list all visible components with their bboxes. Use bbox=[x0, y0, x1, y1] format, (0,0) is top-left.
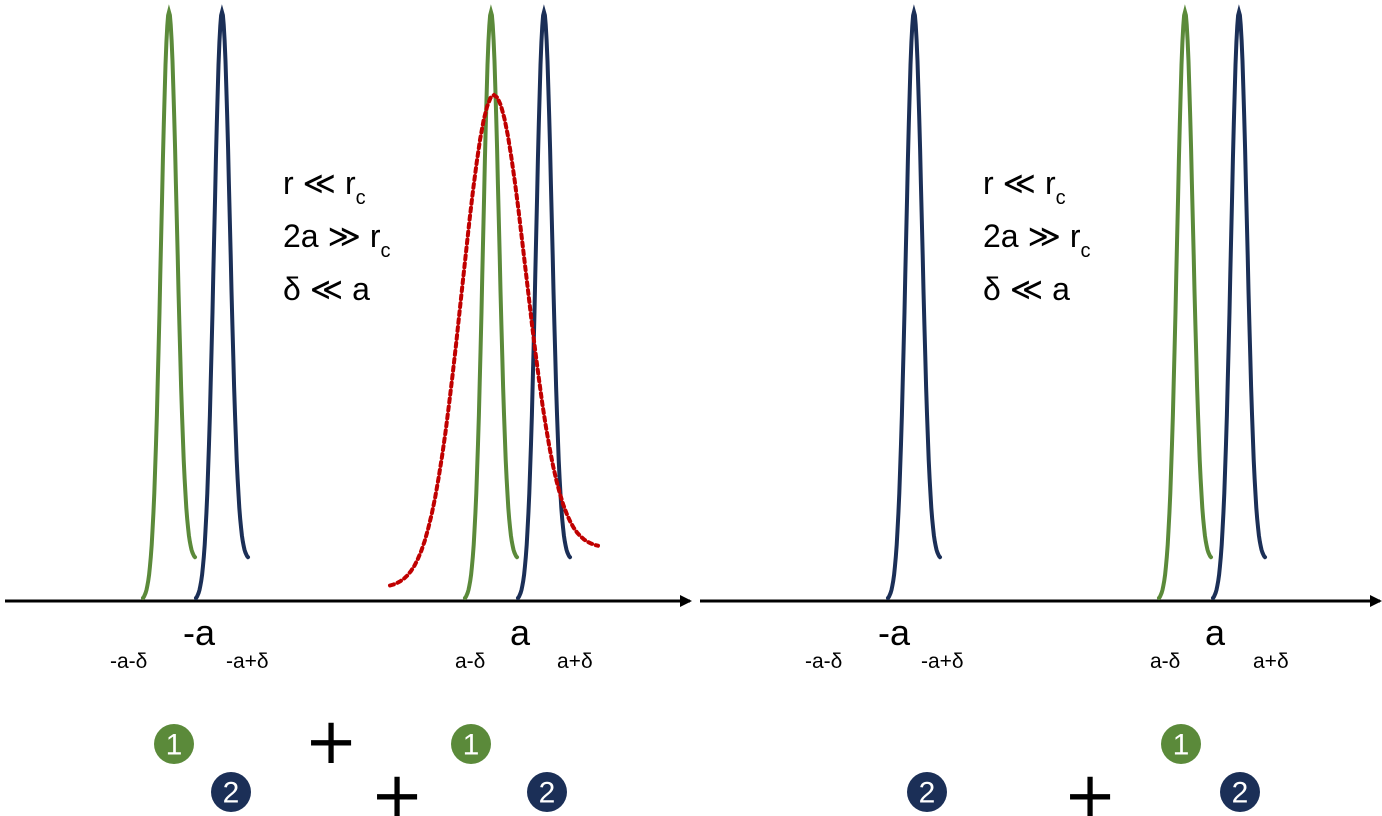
condition-line-1: r ≪ rc bbox=[283, 165, 366, 209]
plus-sign: + bbox=[304, 705, 358, 779]
label-a-plus-delta: a+δ bbox=[557, 650, 593, 673]
particle-1-peak-at-minus-a bbox=[141, 4, 197, 600]
svg-text:1: 1 bbox=[463, 729, 480, 762]
label-a-minus-delta: a-δ bbox=[1150, 650, 1180, 673]
svg-text:2: 2 bbox=[223, 777, 240, 810]
svg-text:1: 1 bbox=[166, 729, 183, 762]
particle-1-badge: 1 bbox=[1161, 724, 1201, 764]
particle-2-peak-at-minus-a bbox=[886, 4, 942, 600]
label-minus-a: -a bbox=[878, 612, 911, 653]
dotted-envelope-at-a bbox=[388, 92, 600, 588]
particle-2-peak-at-minus-a bbox=[194, 4, 250, 600]
label-a: a bbox=[510, 612, 531, 653]
particle-2-peak-at-a bbox=[1211, 4, 1267, 600]
label-minus-a-minus-delta: -a-δ bbox=[805, 650, 842, 673]
label-minus-a-minus-delta: -a-δ bbox=[110, 650, 147, 673]
particle-2-badge: 2 bbox=[527, 772, 567, 812]
left-panel-badges: 1 2 1 2 + + bbox=[154, 705, 567, 816]
label-a-plus-delta: a+δ bbox=[1253, 650, 1289, 673]
particle-1-badge: 1 bbox=[154, 724, 194, 764]
condition-line-2: 2a ≫ rc bbox=[283, 218, 391, 262]
label-minus-a-plus-delta: -a+δ bbox=[921, 650, 964, 673]
condition-line-3: δ ≪ a bbox=[983, 271, 1070, 307]
plus-sign: + bbox=[370, 759, 424, 816]
left-panel-axis-labels: -a-δ -a -a+δ a-δ a a+δ bbox=[110, 612, 593, 673]
particle-1-peak-at-a bbox=[463, 4, 519, 600]
label-a: a bbox=[1205, 612, 1226, 653]
right-panel-badges: 2 1 2 + bbox=[907, 724, 1260, 816]
label-minus-a: -a bbox=[183, 612, 216, 653]
particle-2-badge: 2 bbox=[211, 772, 251, 812]
svg-text:1: 1 bbox=[1173, 729, 1190, 762]
condition-line-3: δ ≪ a bbox=[283, 271, 370, 307]
condition-line-1: r ≪ rc bbox=[983, 165, 1066, 209]
particle-1-badge: 1 bbox=[451, 724, 491, 764]
right-panel-conditions: r ≪ rc 2a ≫ rc δ ≪ a bbox=[983, 165, 1091, 307]
svg-text:2: 2 bbox=[919, 777, 936, 810]
particle-2-badge: 2 bbox=[907, 772, 947, 812]
particle-2-badge: 2 bbox=[1220, 772, 1260, 812]
plus-sign: + bbox=[1063, 759, 1117, 816]
svg-text:2: 2 bbox=[539, 777, 556, 810]
condition-line-2: 2a ≫ rc bbox=[983, 218, 1091, 262]
label-a-minus-delta: a-δ bbox=[455, 650, 485, 673]
right-panel-axis-labels: -a-δ -a -a+δ a-δ a a+δ bbox=[805, 612, 1289, 673]
left-panel-conditions: r ≪ rc 2a ≫ rc δ ≪ a bbox=[283, 165, 391, 307]
particle-1-peak-at-a bbox=[1157, 4, 1213, 600]
wavepacket-curves bbox=[141, 4, 1267, 600]
particle-2-peak-at-a bbox=[516, 4, 572, 600]
label-minus-a-plus-delta: -a+δ bbox=[226, 650, 269, 673]
svg-text:2: 2 bbox=[1232, 777, 1249, 810]
